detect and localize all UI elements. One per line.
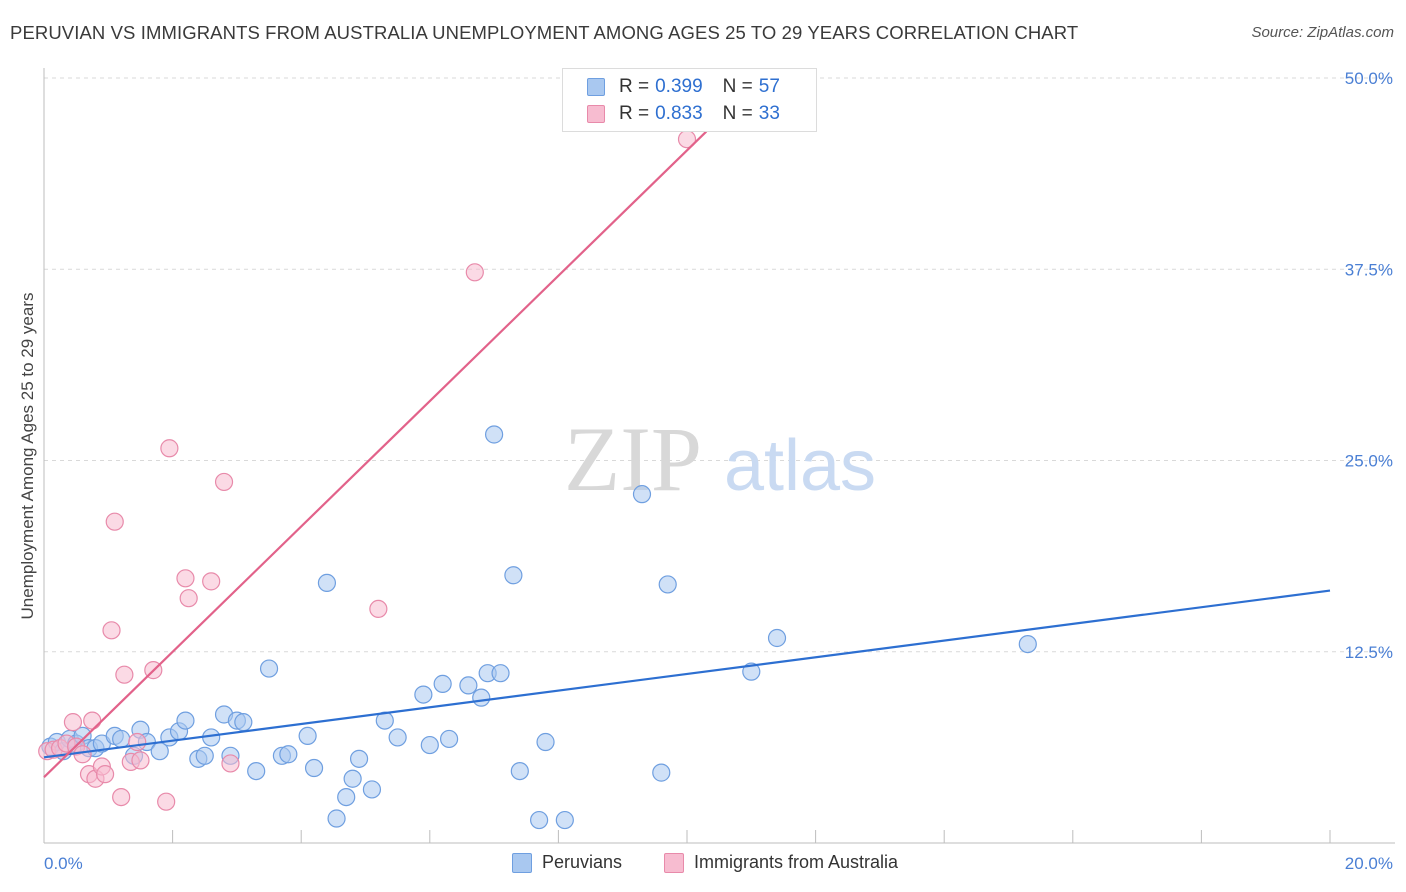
- immigrants-point: [128, 732, 147, 752]
- peruvians-point: [485, 425, 504, 444]
- peruvians-point: [362, 780, 382, 799]
- x-tick-label: 0.0%: [44, 854, 83, 873]
- immigrants-point: [202, 572, 221, 591]
- series-label-peruvians: Peruvians: [542, 852, 623, 872]
- series-swatch-peruvians: [512, 852, 532, 873]
- y-tick-labels: 12.5% 25.0% 37.5% 50.0%: [1345, 69, 1393, 662]
- peruvians-point: [504, 566, 523, 585]
- peruvians-point: [1018, 634, 1037, 654]
- legend-n-value: 57: [758, 76, 780, 97]
- immigrants-point: [179, 589, 198, 608]
- x-tick-label: 20.0%: [1345, 854, 1393, 873]
- chart-title: PERUVIAN VS IMMIGRANTS FROM AUSTRALIA UN…: [10, 22, 1079, 43]
- peruvians-point: [472, 688, 491, 707]
- peruvians-point: [349, 749, 369, 768]
- peruvians-point: [343, 769, 362, 788]
- immigrants-point: [176, 569, 195, 588]
- peruvians-point: [530, 810, 549, 830]
- legend-swatch-immigrants: [587, 105, 605, 123]
- peruvians-point: [234, 713, 253, 732]
- y-tick-label: 37.5%: [1345, 260, 1393, 279]
- peruvians-point: [337, 787, 356, 807]
- y-tick-label: 25.0%: [1345, 452, 1393, 471]
- legend-n-label: N =: [722, 76, 753, 97]
- peruvians-point: [510, 761, 529, 781]
- legend-swatch-peruvians: [587, 78, 605, 96]
- peruvians-point: [742, 662, 761, 681]
- peruvians-point: [491, 664, 510, 683]
- immigrants-trend-line: [43, 130, 708, 778]
- grid-lines: [44, 77, 1395, 653]
- immigrants-point: [83, 711, 102, 730]
- peruvians-point: [298, 726, 317, 746]
- peruvians-point: [176, 711, 195, 730]
- immigrants-point: [105, 512, 124, 531]
- peruvians-point: [652, 763, 671, 782]
- immigrants-point: [214, 472, 234, 492]
- immigrants-point: [102, 621, 121, 640]
- immigrants-point: [115, 665, 134, 684]
- series-swatch-immigrants: [664, 852, 684, 873]
- legend-row-immigrants: R = 0.833 N = 33: [587, 100, 780, 128]
- peruvians-point: [327, 809, 346, 828]
- immigrants-point: [369, 599, 388, 619]
- peruvians-point: [112, 729, 131, 749]
- immigrants-point: [160, 439, 179, 458]
- x-tick-labels: 0.0% 20.0%: [44, 854, 1393, 873]
- watermark-atlas: atlas: [724, 426, 876, 506]
- peruvians-trend-line: [43, 589, 1331, 759]
- immigrants-point: [221, 754, 240, 773]
- legend-r-label: R =: [619, 76, 650, 97]
- legend-n-label: N =: [722, 103, 753, 124]
- legend-r-value: 0.399: [655, 76, 703, 97]
- axes: [43, 68, 1395, 844]
- peruvians-point: [304, 758, 324, 778]
- correlation-legend: R = 0.399 N = 57 R = 0.833 N = 33: [562, 68, 817, 132]
- immigrants-point: [73, 745, 92, 764]
- series-legend-immigrants[interactable]: Immigrants from Australia: [664, 852, 898, 873]
- peruvians-point: [420, 735, 439, 755]
- immigrants-point: [131, 751, 150, 770]
- peruvians-point: [439, 729, 459, 749]
- series-legend: Peruvians Immigrants from Australia: [0, 852, 1406, 878]
- peruvians-point: [259, 659, 279, 678]
- legend-r-label: R =: [619, 103, 650, 124]
- peruvians-point: [388, 728, 407, 747]
- immigrants-point: [95, 765, 115, 784]
- legend-n-value: 33: [758, 103, 780, 124]
- immigrants-point: [465, 263, 484, 282]
- legend-row-peruvians: R = 0.399 N = 57: [587, 73, 780, 101]
- legend-r-value: 0.833: [655, 103, 703, 124]
- peruvians-point: [195, 746, 214, 765]
- peruvians-point: [632, 485, 652, 504]
- y-tick-label: 50.0%: [1345, 69, 1393, 88]
- immigrants-point: [63, 713, 83, 732]
- peruvians-point: [555, 810, 574, 830]
- peruvians-points: [41, 425, 1037, 830]
- peruvians-point: [247, 761, 266, 781]
- series-label-immigrants: Immigrants from Australia: [694, 852, 899, 872]
- immigrants-point: [112, 787, 131, 807]
- peruvians-point: [658, 575, 677, 594]
- peruvians-point: [279, 745, 298, 764]
- peruvians-point: [317, 573, 337, 593]
- peruvians-point: [459, 676, 478, 695]
- immigrants-point: [157, 792, 176, 811]
- peruvians-point: [433, 674, 452, 693]
- y-tick-label: 12.5%: [1345, 643, 1393, 662]
- source-label: Source: ZipAtlas.com: [1251, 24, 1394, 41]
- series-legend-peruvians[interactable]: Peruvians: [512, 852, 622, 873]
- watermark: ZIP atlas: [564, 408, 876, 510]
- peruvians-point: [536, 732, 555, 752]
- peruvians-point: [414, 685, 433, 704]
- peruvians-point: [767, 628, 787, 648]
